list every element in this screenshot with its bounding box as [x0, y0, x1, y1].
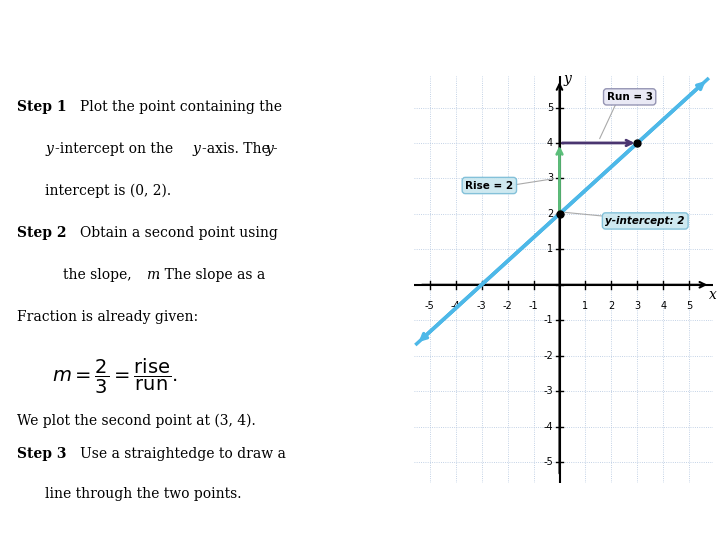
Text: 2: 2 — [546, 209, 553, 219]
Text: 3: 3 — [547, 173, 553, 184]
Text: -4: -4 — [544, 422, 553, 431]
Text: 1: 1 — [582, 301, 588, 310]
Text: -2: -2 — [544, 350, 553, 361]
Text: ALWAYS LEARNING: ALWAYS LEARNING — [14, 511, 117, 521]
Text: $m = \dfrac{2}{3} = \dfrac{\mathrm{rise}}{\mathrm{run}}.$: $m = \dfrac{2}{3} = \dfrac{\mathrm{rise}… — [52, 356, 178, 396]
Text: -axis. The: -axis. The — [202, 142, 274, 156]
Text: 5: 5 — [686, 301, 693, 310]
Text: -2: -2 — [503, 301, 513, 310]
Text: 5: 5 — [546, 103, 553, 112]
Text: 4: 4 — [547, 138, 553, 148]
Text: Use a straightedge to draw a: Use a straightedge to draw a — [80, 447, 286, 461]
Text: Step 1: Step 1 — [17, 100, 67, 114]
Text: -intercept on the: -intercept on the — [55, 142, 182, 156]
Text: Copyright © 2016, 2012  Pearson Education, Inc.: Copyright © 2016, 2012 Pearson Education… — [122, 511, 344, 520]
Text: -3: -3 — [544, 386, 553, 396]
Text: Plot the point containing the: Plot the point containing the — [80, 100, 282, 114]
Text: -4: -4 — [451, 301, 460, 310]
Text: intercept is (0, 2).: intercept is (0, 2). — [45, 184, 171, 198]
Text: We plot the second point at (3, 4).: We plot the second point at (3, 4). — [17, 414, 256, 428]
Text: Example 3 continued: Example 3 continued — [18, 19, 346, 51]
Text: Step 2: Step 2 — [17, 226, 67, 240]
Text: -1: -1 — [544, 315, 553, 325]
Text: Obtain a second point using: Obtain a second point using — [80, 226, 278, 240]
Text: 4: 4 — [660, 301, 667, 310]
Text: -5: -5 — [425, 301, 434, 310]
Text: y-intercept: 2: y-intercept: 2 — [606, 216, 685, 226]
Text: -5: -5 — [544, 457, 553, 467]
Text: m: m — [146, 268, 159, 282]
Text: Fraction is already given:: Fraction is already given: — [17, 310, 199, 325]
Text: line through the two points.: line through the two points. — [45, 487, 242, 501]
Text: y: y — [563, 72, 571, 86]
Text: PEARSON: PEARSON — [518, 507, 615, 525]
Text: 1: 1 — [547, 244, 553, 254]
Text: -3: -3 — [477, 301, 487, 310]
Text: 3: 3 — [634, 301, 641, 310]
Text: the slope,: the slope, — [63, 268, 135, 282]
Text: y: y — [192, 142, 200, 156]
Text: 5 -13: 5 -13 — [648, 507, 699, 525]
Text: Run = 3: Run = 3 — [607, 92, 652, 102]
Text: -1: -1 — [528, 301, 539, 310]
Text: x: x — [709, 288, 717, 302]
Text: Rise = 2: Rise = 2 — [465, 180, 513, 191]
Text: . The slope as a: . The slope as a — [156, 268, 265, 282]
Text: y-: y- — [266, 142, 279, 156]
Text: y: y — [45, 142, 53, 156]
Text: 2: 2 — [608, 301, 615, 310]
Text: Step 3: Step 3 — [17, 447, 67, 461]
